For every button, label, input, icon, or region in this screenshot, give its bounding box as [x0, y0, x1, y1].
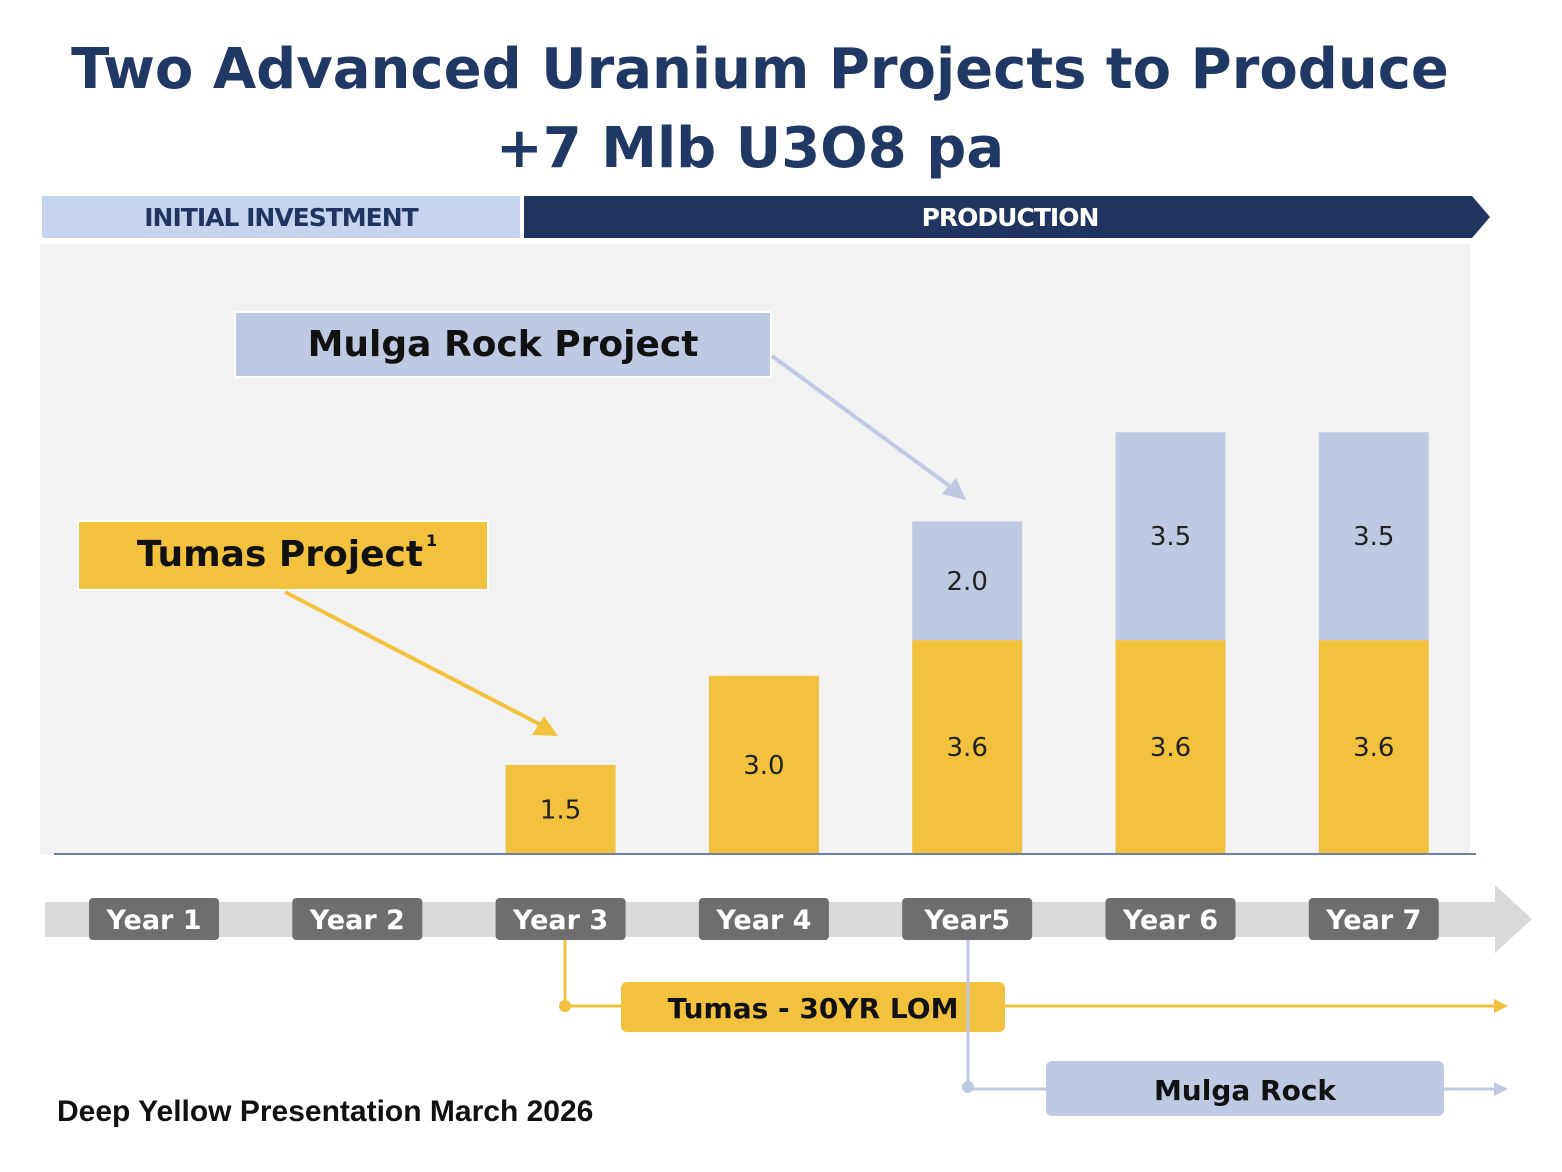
bar-tumas-3	[505, 764, 616, 854]
value-label-tumas-7: 3.6	[1353, 733, 1394, 763]
bar-tumas-5	[912, 640, 1023, 854]
bar-tumas-7	[1318, 640, 1429, 854]
x-tick-label: Year 7	[1325, 905, 1421, 936]
bar-tumas-4	[708, 675, 819, 854]
initial-investment-label: INITIAL INVESTMENT	[144, 203, 418, 232]
year-pill-1	[89, 898, 219, 940]
tumas-arrowhead-icon	[532, 716, 558, 736]
x-tick-label: Year 4	[715, 905, 811, 936]
value-label-tumas-3: 1.5	[540, 795, 581, 825]
bar-mulga-6	[1115, 432, 1226, 641]
year-pill-2	[292, 898, 423, 940]
year-pill-4	[698, 898, 829, 940]
mulga-callout-arrow	[770, 354, 957, 492]
production-band	[524, 196, 1490, 238]
initial-investment-band	[42, 196, 520, 238]
mulga-rock-pill	[1046, 1061, 1444, 1116]
chart-subtitle: +7 Mlb U3O8 pa	[496, 116, 1004, 181]
value-label-tumas-4: 3.0	[743, 751, 784, 781]
x-tick-label: Year 2	[309, 905, 405, 936]
bar-tumas-6	[1115, 640, 1226, 854]
tumas-lom-pill	[621, 982, 1005, 1032]
tumas-timeline-arrowhead-icon	[1494, 999, 1508, 1013]
tumas-callout-label: Tumas Project	[137, 534, 423, 575]
x-tick-label: Year 3	[512, 905, 608, 936]
x-tick-label: Year5	[923, 905, 1010, 936]
tumas-callout-arrow	[284, 590, 546, 729]
mulga-start-dot	[962, 1081, 974, 1093]
year-pill-6	[1105, 898, 1236, 940]
production-label: PRODUCTION	[922, 203, 1099, 232]
year-pill-7	[1308, 898, 1439, 940]
value-label-tumas-5: 3.6	[947, 733, 988, 763]
bar-mulga-5	[912, 521, 1023, 641]
mulga-rock-label: Mulga Rock	[1154, 1074, 1337, 1107]
mulga-callout-box	[234, 311, 772, 378]
mulga-timeline-arrowhead-icon	[1494, 1082, 1508, 1096]
mulga-arrowhead-icon	[942, 478, 966, 500]
value-label-tumas-6: 3.6	[1150, 733, 1191, 763]
footer-source: Deep Yellow Presentation March 2026	[57, 1095, 593, 1128]
value-label-mulga-6: 3.5	[1150, 522, 1191, 552]
x-tick-label: Year 1	[105, 905, 201, 936]
tumas-lom-label: Tumas - 30YR LOM	[668, 992, 959, 1025]
mulga-callout-label: Mulga Rock Project	[308, 324, 699, 365]
value-label-mulga-5: 2.0	[947, 567, 988, 597]
tumas-footnote-marker: 1	[426, 531, 437, 550]
year-pill-3	[495, 898, 626, 940]
chart-title: Two Advanced Uranium Projects to Produce	[71, 37, 1449, 102]
tumas-callout-box	[77, 520, 489, 591]
year-pill-5	[902, 898, 1033, 940]
bar-mulga-7	[1318, 432, 1429, 641]
x-tick-label: Year 6	[1122, 905, 1218, 936]
value-label-mulga-7: 3.5	[1353, 522, 1394, 552]
